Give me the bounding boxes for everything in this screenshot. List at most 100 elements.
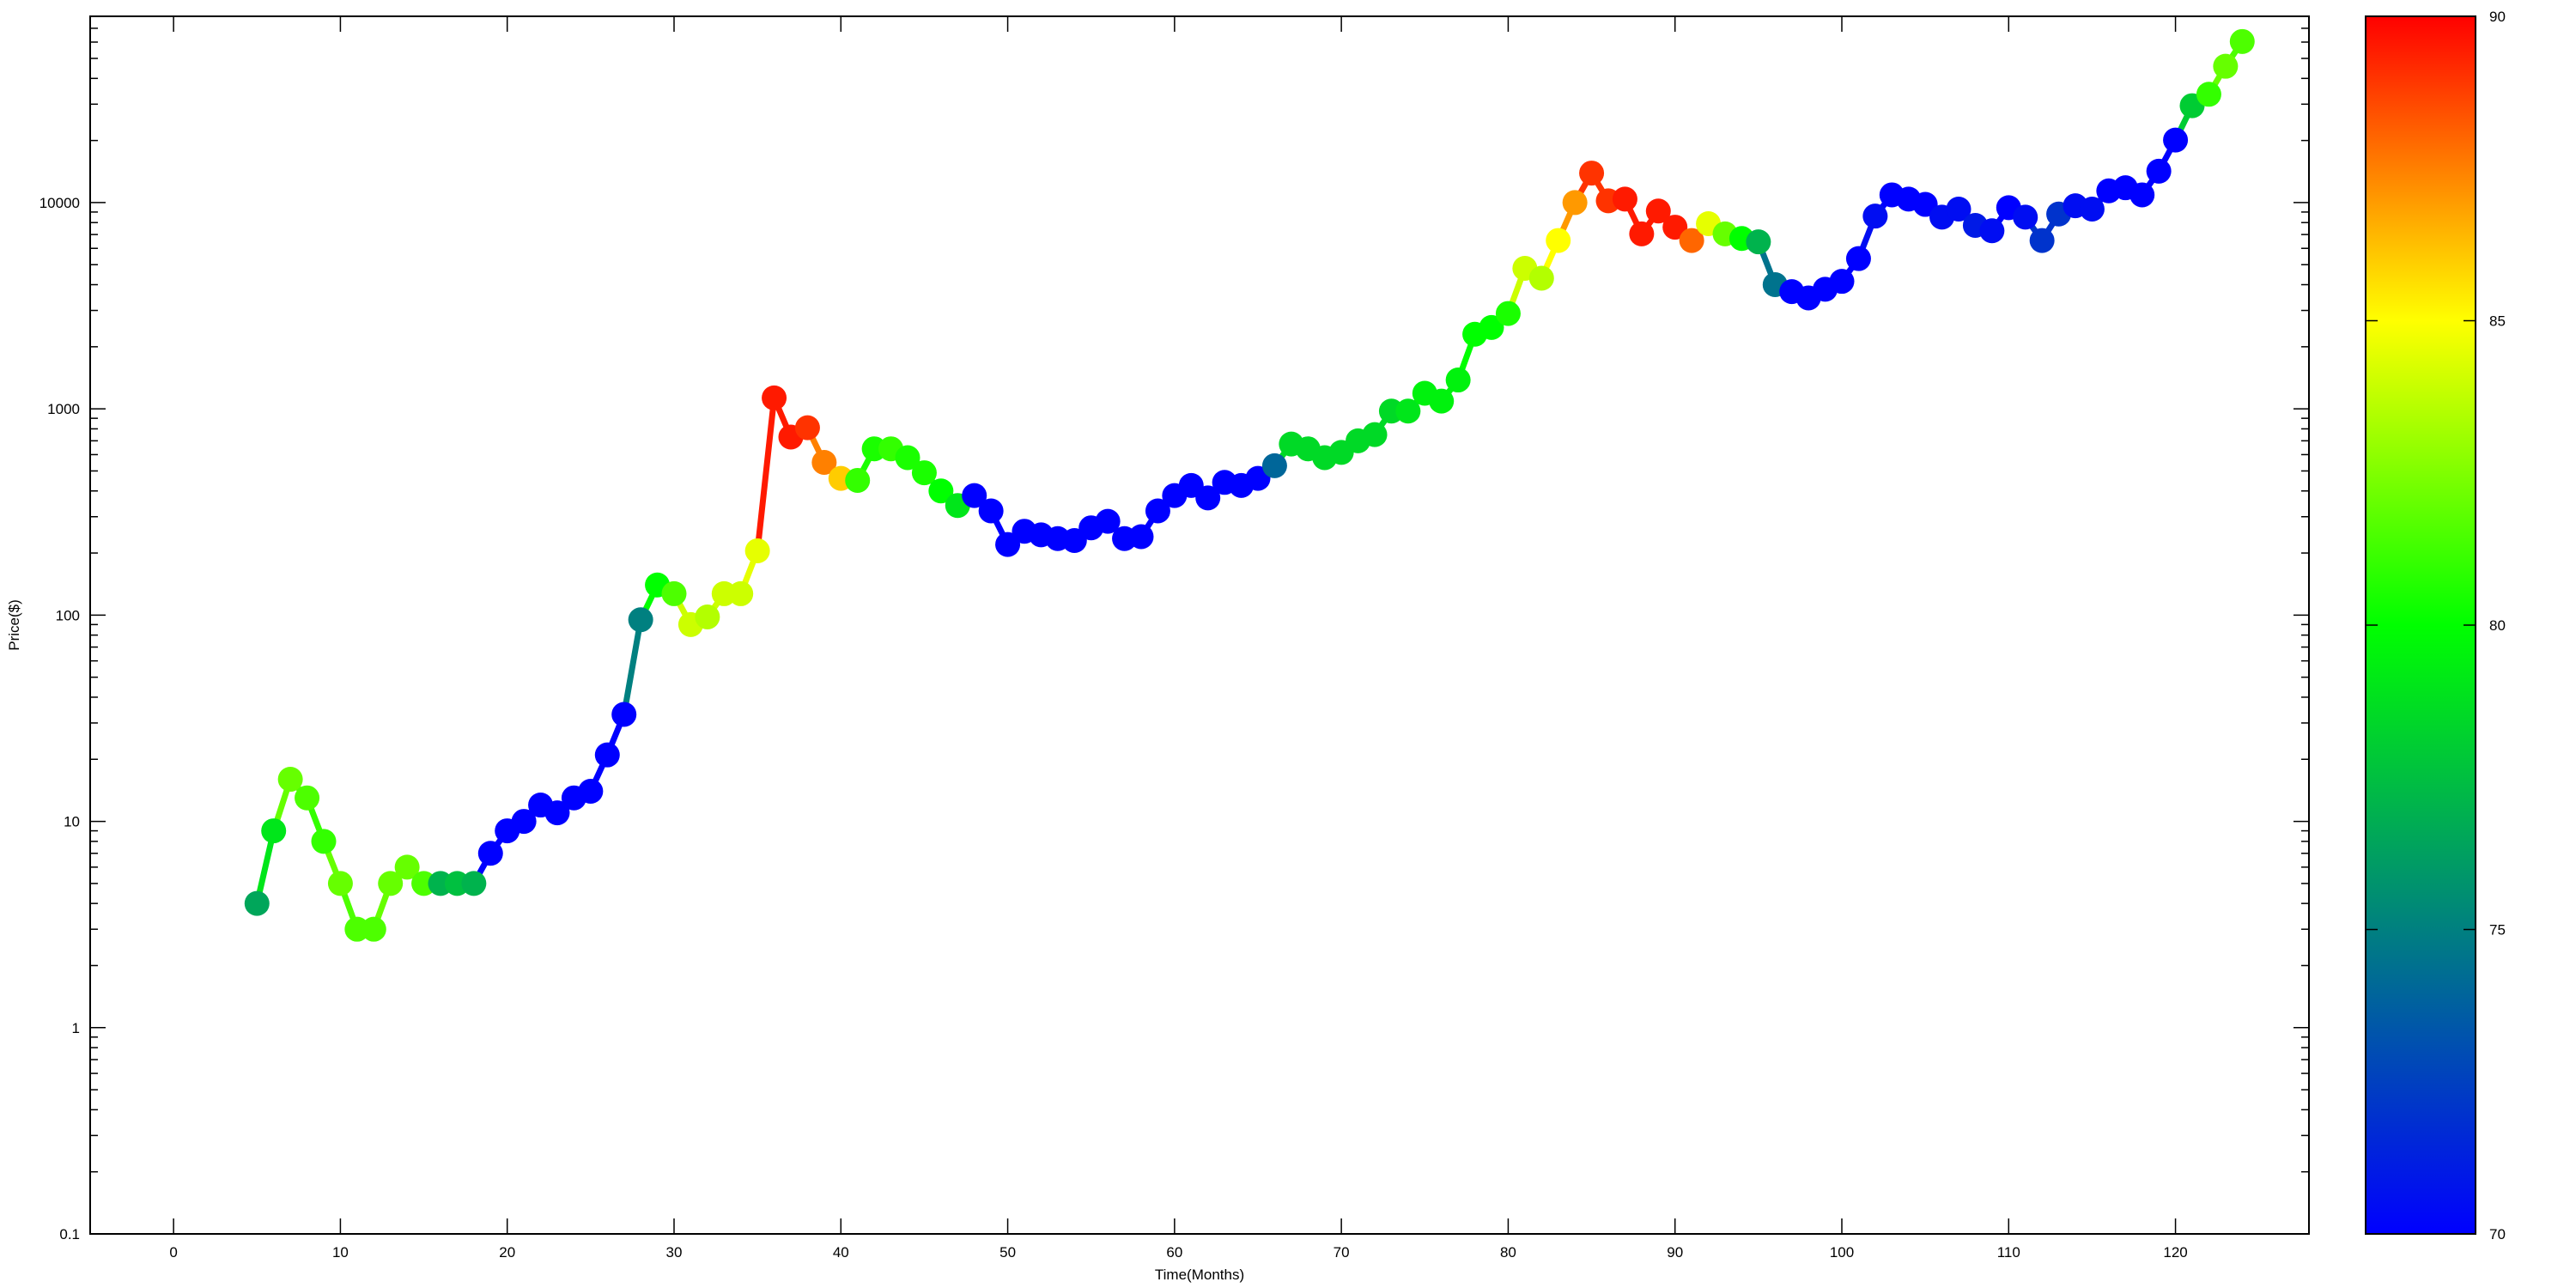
colorbar-tick-label: 90 [2489, 9, 2506, 25]
data-point [845, 467, 871, 493]
data-point [695, 604, 720, 629]
x-tick-label: 70 [1334, 1244, 1350, 1261]
points-layer [244, 28, 2255, 942]
data-point [311, 829, 337, 854]
data-point [744, 538, 770, 563]
data-point [544, 800, 570, 826]
data-point [928, 478, 954, 504]
x-tick-label: 80 [1500, 1244, 1516, 1261]
data-point [728, 580, 754, 606]
data-point [277, 767, 303, 793]
data-point [578, 778, 604, 804]
data-point [2196, 82, 2221, 107]
data-point [1362, 422, 1388, 447]
data-point [461, 871, 487, 896]
data-point [394, 854, 420, 880]
data-point [2029, 228, 2055, 253]
tick-labels-layer: 0 10 20 30 40 50 60 70 80 90 100 110 1200.1110100100… [39, 195, 2188, 1261]
data-point [2229, 28, 2255, 54]
y-tick-label: 1 [72, 1020, 80, 1036]
data-point [1528, 265, 1554, 291]
data-point [628, 607, 653, 633]
data-point [1645, 198, 1671, 224]
data-point [1829, 269, 1855, 295]
data-point [1562, 190, 1588, 216]
y-tick-label: 1000 [47, 401, 80, 417]
data-point [661, 580, 687, 606]
data-point [911, 460, 937, 486]
data-point [1495, 301, 1521, 326]
data-point [1429, 388, 1455, 414]
data-point [611, 702, 637, 727]
data-point [327, 871, 353, 896]
data-point [1479, 314, 1504, 340]
data-point [1629, 221, 1655, 246]
colorbar-tick-label: 70 [2489, 1226, 2506, 1242]
x-tick-label: 30 [666, 1244, 683, 1261]
data-point [2129, 182, 2155, 208]
data-point [2213, 53, 2239, 79]
data-point [2013, 204, 2038, 230]
x-tick-label: 100 [1830, 1244, 1854, 1261]
x-tick-label: 40 [833, 1244, 849, 1261]
data-point [1145, 498, 1170, 524]
data-point [995, 532, 1021, 557]
data-point [2079, 197, 2105, 222]
colorbar-ticks-layer: 70 75 80 85 90 [2366, 9, 2506, 1242]
data-point [511, 809, 537, 835]
data-point [1579, 161, 1605, 186]
data-point [811, 450, 837, 476]
data-point [1862, 204, 1888, 229]
colorbar-tick-label: 80 [2489, 617, 2506, 634]
x-tick-label: 120 [2163, 1244, 2187, 1261]
data-point [978, 498, 1004, 524]
y-tick-label: 10000 [39, 195, 80, 211]
data-point [1946, 197, 1971, 222]
data-point [1746, 229, 1771, 255]
data-point [1261, 453, 1287, 478]
x-tick-label: 60 [1166, 1244, 1182, 1261]
data-point [1095, 508, 1121, 534]
x-tick-label: 20 [499, 1244, 515, 1261]
x-tick-label: 110 [1997, 1244, 2020, 1261]
x-tick-label: 10 [332, 1244, 349, 1261]
data-point [1128, 524, 1154, 550]
data-point [1195, 485, 1221, 511]
data-point [477, 841, 503, 866]
data-point [1679, 228, 1704, 253]
data-point [794, 415, 820, 440]
data-point [962, 483, 987, 508]
data-point [1395, 398, 1421, 424]
y-tick-label: 100 [56, 607, 80, 623]
y-tick-label: 10 [64, 814, 80, 830]
data-point [895, 445, 920, 471]
data-point [1445, 368, 1471, 393]
x-tick-label: 50 [999, 1244, 1016, 1261]
series-segment [754, 394, 778, 554]
colorbar [2366, 16, 2476, 1234]
data-point [295, 785, 320, 811]
data-point [261, 818, 287, 844]
colorbar-tick-label: 85 [2489, 313, 2506, 330]
data-point [378, 871, 404, 896]
data-point [2146, 158, 2172, 184]
x-tick-label: 90 [1667, 1244, 1683, 1261]
y-tick-label: 0.1 [59, 1226, 80, 1242]
x-axis-title: Time(Months) [1155, 1267, 1244, 1283]
data-point [1546, 228, 1571, 253]
data-point [762, 385, 787, 410]
data-point [244, 890, 270, 916]
data-point [1979, 218, 2005, 244]
data-point [1845, 246, 1871, 271]
data-point [361, 916, 386, 942]
data-point [1612, 186, 1637, 212]
series-segment [621, 617, 644, 718]
ticks-layer [90, 16, 2309, 1235]
data-point [2163, 127, 2189, 153]
y-axis-title: Price($) [6, 599, 22, 651]
x-tick-label: 0 [169, 1244, 177, 1261]
data-point [594, 742, 620, 768]
colorbar-tick-label: 75 [2489, 922, 2506, 939]
